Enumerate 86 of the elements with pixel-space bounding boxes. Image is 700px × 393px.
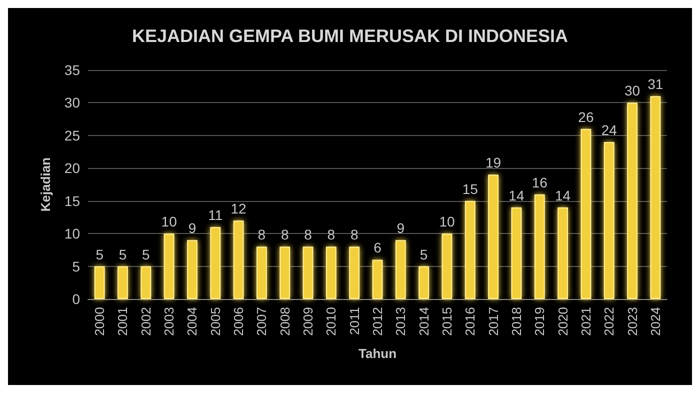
- bar: [580, 128, 592, 299]
- data-label: 5: [96, 246, 104, 262]
- x-tick-label: 2016: [462, 307, 478, 336]
- y-tick-label: 15: [64, 192, 80, 209]
- x-axis-title: Tahun: [358, 346, 397, 361]
- x-tick-label: 2009: [300, 307, 316, 336]
- data-label: 5: [142, 246, 150, 262]
- data-label: 12: [230, 200, 247, 216]
- data-label: 5: [118, 246, 127, 262]
- x-tick-label: 2011: [346, 307, 362, 335]
- x-tick-label: 2015: [439, 307, 454, 336]
- y-tick-label: 10: [64, 226, 80, 242]
- data-label: 5: [420, 246, 428, 262]
- data-label: 30: [624, 82, 640, 99]
- x-tick-label: 2020: [555, 307, 570, 336]
- data-label: 8: [327, 226, 336, 243]
- data-label: 31: [648, 76, 664, 92]
- x-tick-label: 2007: [254, 307, 270, 336]
- bar: [94, 266, 105, 299]
- bar: [326, 246, 336, 299]
- bar: [187, 240, 198, 299]
- bar: [442, 234, 452, 299]
- bar: [372, 260, 383, 299]
- data-label: 10: [161, 214, 178, 230]
- x-tick-label: 2021: [578, 307, 594, 336]
- x-tick-label: 2004: [184, 307, 200, 336]
- bar: [534, 194, 545, 299]
- x-tick-label: 2023: [624, 307, 640, 336]
- data-label: 15: [462, 180, 478, 197]
- y-tick-label: 0: [72, 291, 80, 307]
- x-tick-label: 2010: [324, 307, 339, 336]
- data-label: 8: [350, 226, 358, 243]
- bar: [233, 220, 244, 299]
- x-tick-label: 2024: [648, 307, 663, 336]
- data-label: 26: [578, 108, 594, 125]
- data-label: 9: [396, 220, 405, 236]
- y-tick-label: 30: [64, 94, 80, 111]
- bar: [164, 234, 174, 299]
- bar: [627, 102, 638, 299]
- data-label: 14: [554, 187, 571, 204]
- bar: [511, 207, 522, 299]
- x-tick-label: 2014: [416, 307, 432, 336]
- x-tick-label: 2001: [115, 307, 130, 336]
- x-tick-label: 2000: [92, 307, 108, 336]
- x-tick-label: 2008: [277, 307, 292, 336]
- bar: [488, 174, 499, 299]
- data-label: 24: [601, 122, 618, 138]
- bar: [558, 207, 568, 299]
- data-label: 6: [374, 240, 382, 256]
- data-label: 8: [304, 226, 312, 243]
- bar: [464, 200, 476, 299]
- x-tick-label: 2002: [138, 307, 154, 336]
- bar: [256, 246, 267, 299]
- y-tick-label: 5: [72, 258, 80, 274]
- bar: [140, 266, 152, 299]
- x-tick-label: 2017: [486, 307, 501, 336]
- bar: [280, 246, 290, 299]
- data-label: 11: [208, 207, 223, 224]
- x-tick-label: 2019: [532, 307, 548, 336]
- data-label: 16: [532, 174, 548, 190]
- bar: [395, 240, 406, 299]
- chart-title: KEJADIAN GEMPA BUMI MERUSAK DI INDONESIA: [132, 26, 568, 46]
- bar: [118, 266, 128, 299]
- bar: [604, 142, 614, 299]
- bar: [349, 246, 360, 299]
- data-label: 19: [486, 154, 502, 171]
- data-label: 8: [258, 226, 266, 243]
- bar: [650, 96, 661, 299]
- bar: [418, 266, 430, 299]
- x-tick-label: 2013: [393, 307, 408, 336]
- x-tick-label: 2006: [231, 307, 246, 336]
- x-tick-label: 2018: [508, 307, 524, 336]
- x-tick-label: 2005: [208, 307, 223, 336]
- y-axis-title: Kejadian: [38, 157, 53, 212]
- data-label: 10: [439, 214, 455, 230]
- x-tick-label: 2003: [162, 307, 177, 336]
- bar: [210, 227, 221, 299]
- data-label: 14: [508, 187, 524, 204]
- x-tick-label: 2012: [370, 307, 385, 336]
- data-label: 8: [280, 226, 289, 243]
- y-tick-label: 25: [64, 127, 80, 144]
- y-tick-label: 35: [64, 62, 80, 78]
- y-tick-label: 20: [64, 160, 80, 176]
- bar: [302, 246, 314, 299]
- x-tick-label: 2022: [602, 307, 617, 336]
- data-label: 9: [188, 220, 196, 236]
